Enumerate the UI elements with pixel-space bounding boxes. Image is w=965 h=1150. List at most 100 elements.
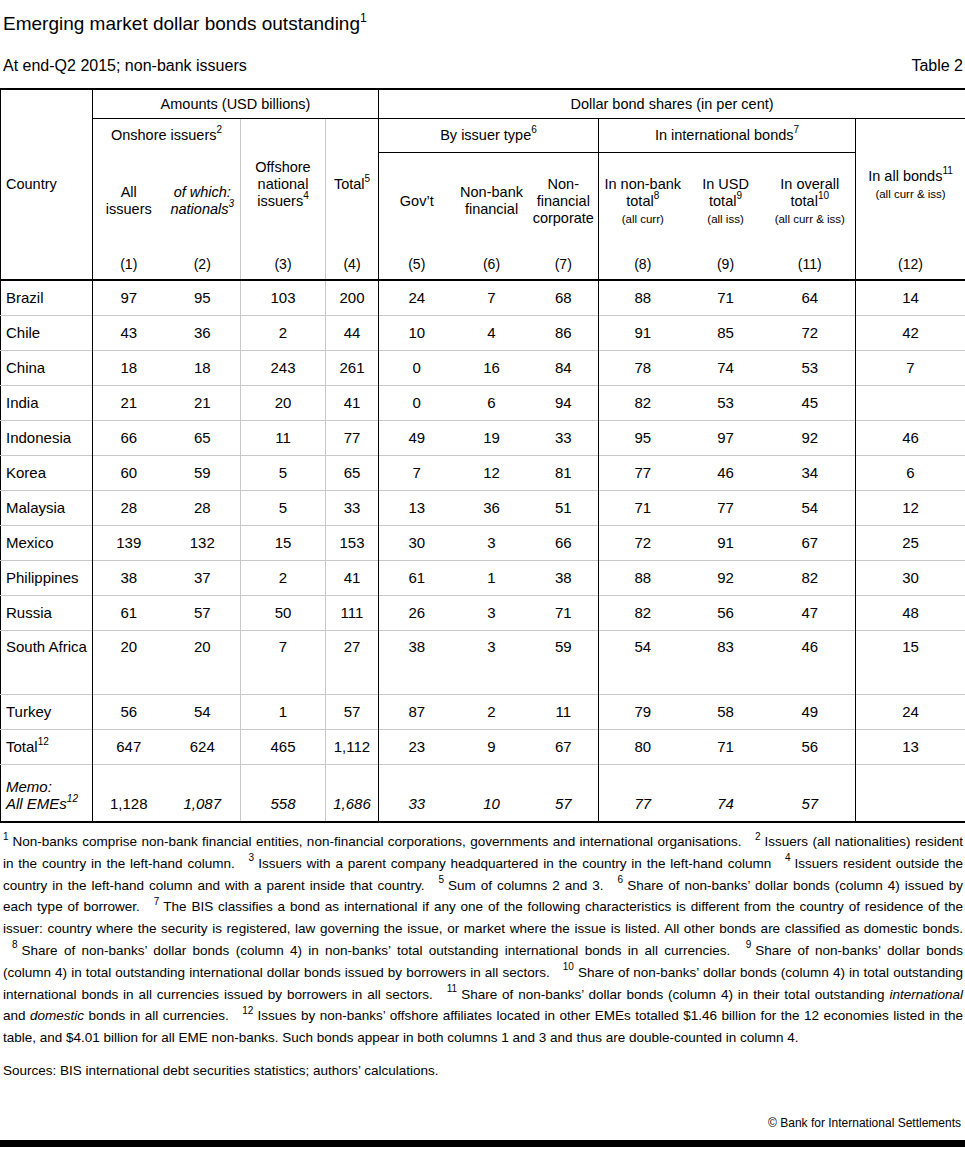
footnote: 7The BIS classifies a bond as internatio… xyxy=(3,899,963,936)
cell-country: India xyxy=(1,385,93,420)
cell-non-bank-financial: 3 xyxy=(455,525,529,560)
col-header-total: Total5 xyxy=(326,119,379,250)
copyright-notice: © Bank for International Settlements xyxy=(768,1116,961,1130)
cell-all-issuers: 97 xyxy=(93,280,165,315)
cell-non-bank-financial: 4 xyxy=(455,315,529,350)
col-number-govt: (5) xyxy=(379,249,455,280)
cell-in-overall-total: 64 xyxy=(765,280,856,315)
cell-in-all-bonds: 6 xyxy=(856,455,965,490)
cell-govt: 26 xyxy=(379,595,455,630)
cell-in-overall-total: 82 xyxy=(765,560,856,595)
cell-in-usd-total: 58 xyxy=(687,694,765,729)
cell-all-issuers: 28 xyxy=(93,490,165,525)
cell-in-overall-total: 56 xyxy=(765,729,856,764)
cell-of-which-nationals: 37 xyxy=(165,560,241,595)
group-shares: Dollar bond shares (in per cent) xyxy=(379,89,965,119)
cell-country: Philippines xyxy=(1,560,93,595)
cell-offshore-national-issuers: 243 xyxy=(241,350,326,385)
cell-govt: 0 xyxy=(379,385,455,420)
cell-country: Russia xyxy=(1,595,93,630)
table-row: Turkey56541578721179584924 xyxy=(1,694,965,729)
cell-total: 77 xyxy=(326,420,379,455)
col-header-in-overall-total: In overall total10(all curr & iss) xyxy=(765,153,856,250)
cell-non-bank-financial: 3 xyxy=(455,630,529,694)
cell-non-financial-corporate: 84 xyxy=(529,350,599,385)
table-row: Russia6157501112637182564748 xyxy=(1,595,965,630)
cell-total: 41 xyxy=(326,560,379,595)
cell-all-issuers: 61 xyxy=(93,595,165,630)
cell-of-which-nationals: 18 xyxy=(165,350,241,385)
cell-all-issuers: 56 xyxy=(93,694,165,729)
cell-of-which-nationals: 95 xyxy=(165,280,241,315)
footnotes: 1Non-banks comprise non-bank financial e… xyxy=(3,831,963,1049)
cell-in-usd-total: 92 xyxy=(687,560,765,595)
col-number-total: (4) xyxy=(326,249,379,280)
cell-in-all-bonds: 25 xyxy=(856,525,965,560)
cell-govt: 10 xyxy=(379,315,455,350)
cell-all-issuers: 139 xyxy=(93,525,165,560)
cell-govt: 33 xyxy=(379,764,455,822)
cell-in-usd-total: 83 xyxy=(687,630,765,694)
cell-total: 111 xyxy=(326,595,379,630)
col-header-govt: Gov’t xyxy=(379,153,455,250)
cell-in-overall-total: 67 xyxy=(765,525,856,560)
col-subnote: (all curr & iss) xyxy=(859,187,962,201)
cell-in-all-bonds: 24 xyxy=(856,694,965,729)
cell-all-issuers: 66 xyxy=(93,420,165,455)
cell-all-issuers: 43 xyxy=(93,315,165,350)
cell-total: 27 xyxy=(326,630,379,694)
cell-in-usd-total: 74 xyxy=(687,350,765,385)
cell-govt: 38 xyxy=(379,630,455,694)
document-page: Emerging market dollar bonds outstanding… xyxy=(0,0,965,1150)
col-number-in-usd-total: (9) xyxy=(687,249,765,280)
cell-in-overall-total: 46 xyxy=(765,630,856,694)
cell-country: Memo:All EMEs12 xyxy=(1,764,93,822)
col-subnote: (all curr & iss) xyxy=(768,212,853,226)
cell-offshore-national-issuers: 1 xyxy=(241,694,326,729)
cell-all-issuers: 38 xyxy=(93,560,165,595)
cell-offshore-national-issuers: 5 xyxy=(241,490,326,525)
cell-country: China xyxy=(1,350,93,385)
cell-govt: 7 xyxy=(379,455,455,490)
cell-total: 1,686 xyxy=(326,764,379,822)
cell-non-financial-corporate: 67 xyxy=(529,729,599,764)
cell-non-bank-financial: 9 xyxy=(455,729,529,764)
cell-country: Indonesia xyxy=(1,420,93,455)
cell-in-all-bonds: 42 xyxy=(856,315,965,350)
cell-govt: 0 xyxy=(379,350,455,385)
footnote: 1Non-banks comprise non-bank financial e… xyxy=(3,834,742,849)
page-title: Emerging market dollar bonds outstanding… xyxy=(3,12,963,35)
cell-in-all-bonds: 46 xyxy=(856,420,965,455)
subtitle-row: At end-Q2 2015; non-bank issuers Table 2 xyxy=(3,56,963,75)
cell-in-all-bonds: 12 xyxy=(856,490,965,525)
sources-line: Sources: BIS international debt securiti… xyxy=(3,1062,963,1080)
cell-non-bank-financial: 19 xyxy=(455,420,529,455)
cell-in-non-bank-total: 77 xyxy=(599,455,687,490)
col-number-offshore-national-issuers: (3) xyxy=(241,249,326,280)
cell-non-financial-corporate: 11 xyxy=(529,694,599,729)
col-subnote: (all iss) xyxy=(690,212,762,226)
cell-in-non-bank-total: 82 xyxy=(599,385,687,420)
col-header-offshore-national-issuers: Offshore national issuers4 xyxy=(241,119,326,250)
col-number-in-overall-total: (11) xyxy=(765,249,856,280)
col-header-all-issuers: All issuers xyxy=(93,153,165,250)
cell-offshore-national-issuers: 7 xyxy=(241,630,326,694)
cell-non-financial-corporate: 86 xyxy=(529,315,599,350)
cell-of-which-nationals: 624 xyxy=(165,729,241,764)
page-title-text: Emerging market dollar bonds outstanding xyxy=(3,13,360,34)
bottom-bar-divider xyxy=(0,1140,965,1147)
cell-in-all-bonds: 15 xyxy=(856,630,965,694)
table-row: South Africa20207273835954834615 xyxy=(1,630,965,694)
cell-in-all-bonds: 30 xyxy=(856,560,965,595)
cell-non-bank-financial: 6 xyxy=(455,385,529,420)
col-header-non-bank-financial: Non-bank financial xyxy=(455,153,529,250)
cell-all-issuers: 60 xyxy=(93,455,165,490)
cell-non-bank-financial: 2 xyxy=(455,694,529,729)
cell-country: South Africa xyxy=(1,630,93,694)
cell-in-usd-total: 71 xyxy=(687,280,765,315)
col-header-in-non-bank-total: In non-bank total8(all curr) xyxy=(599,153,687,250)
cell-offshore-national-issuers: 2 xyxy=(241,560,326,595)
cell-govt: 23 xyxy=(379,729,455,764)
col-number-non-bank-financial: (6) xyxy=(455,249,529,280)
col-header-in-usd-total: In USD total9(all iss) xyxy=(687,153,765,250)
